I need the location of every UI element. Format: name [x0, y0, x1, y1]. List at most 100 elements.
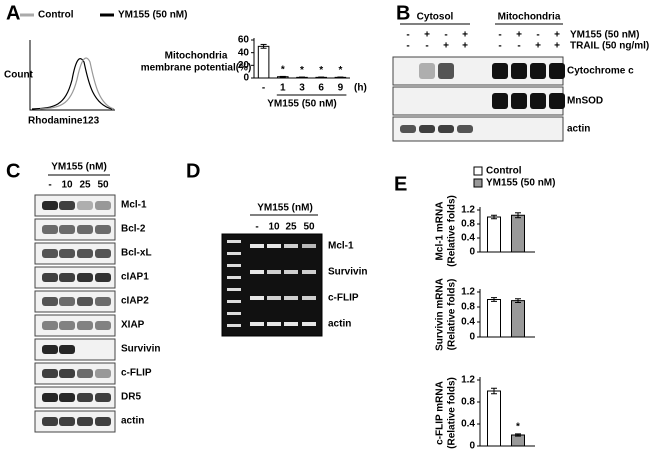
band: [250, 296, 264, 300]
significance: *: [319, 65, 323, 76]
y-label: Mcl-1 mRNA: [435, 202, 446, 261]
ladder-band: [227, 240, 241, 243]
y-tick-label: 0.4: [461, 419, 475, 430]
treatment-label: YM155 (50 nM): [570, 30, 639, 41]
blot-label: actin: [567, 124, 590, 135]
band: [511, 63, 527, 79]
blot-label: Mcl-1: [328, 241, 354, 252]
band: [419, 125, 435, 133]
sign: -: [425, 41, 428, 52]
error-bar: [515, 433, 521, 437]
group-label: Cytosol: [417, 12, 454, 23]
sign: -: [498, 41, 501, 52]
hist-curve: [31, 58, 113, 110]
band: [492, 63, 508, 79]
ladder-band: [227, 276, 241, 279]
band: [284, 322, 298, 326]
panel-letter: B: [396, 2, 410, 24]
band: [77, 225, 93, 234]
band: [95, 201, 111, 210]
legend-label: Control: [486, 166, 522, 177]
band: [59, 321, 75, 330]
band: [77, 417, 93, 426]
band: [95, 369, 111, 378]
band: [267, 322, 281, 326]
error-bar: [260, 43, 267, 49]
band: [42, 273, 58, 282]
panel-letter: C: [6, 160, 20, 182]
band: [284, 244, 298, 248]
lane-label: -: [48, 180, 51, 191]
blot-frame: [392, 116, 564, 142]
y-label: membrane potential(%): [141, 63, 252, 74]
treatment-label: TRAIL (50 ng/ml): [570, 41, 649, 52]
significance: *: [338, 65, 342, 76]
band: [511, 93, 527, 109]
panel-letter: A: [6, 2, 20, 24]
blot-label: Mcl-1: [121, 200, 147, 211]
blot-label: c-FLIP: [328, 293, 359, 304]
band: [42, 393, 58, 402]
band: [284, 296, 298, 300]
sign: -: [406, 41, 409, 52]
band: [250, 322, 264, 326]
legend-label: YM155 (50 nM): [118, 10, 187, 21]
band: [549, 93, 565, 109]
band: [42, 297, 58, 306]
band: [438, 125, 454, 133]
hist-ylabel: Count: [4, 70, 34, 81]
band: [59, 225, 75, 234]
band: [302, 270, 316, 274]
band: [302, 244, 316, 248]
blot-label: Survivin: [121, 344, 160, 355]
bar: [511, 300, 525, 338]
x-tick-label: 6: [318, 83, 324, 94]
error-bar: [491, 297, 497, 302]
sign: +: [462, 41, 468, 52]
lane-label: 50: [97, 180, 109, 191]
lane-label: 50: [303, 222, 315, 233]
y-tick-label: 60: [238, 35, 250, 46]
sign: +: [516, 30, 522, 41]
band: [267, 296, 281, 300]
band: [77, 273, 93, 282]
band: [549, 63, 565, 79]
gel: [221, 233, 323, 337]
blot-label: c-FLIP: [121, 368, 152, 379]
band: [42, 369, 58, 378]
sign: +: [443, 41, 449, 52]
band: [95, 225, 111, 234]
band: [42, 225, 58, 234]
y-label: c-FLIP mRNA: [435, 381, 446, 445]
lane-label: 25: [285, 222, 297, 233]
error-bar: [515, 298, 521, 303]
blot-label: Bcl-2: [121, 224, 146, 235]
hist-curve: [39, 57, 115, 110]
band: [77, 297, 93, 306]
treatment-label: YM155 (nM): [51, 162, 107, 173]
x-unit: (h): [354, 83, 367, 94]
sign: +: [424, 30, 430, 41]
blot-label: cIAP1: [121, 272, 149, 283]
band: [59, 273, 75, 282]
y-label: (Relative folds): [447, 279, 458, 351]
significance: *: [300, 65, 304, 76]
y-label: Mitochondria: [165, 51, 228, 62]
band: [438, 63, 454, 79]
sign: -: [444, 30, 447, 41]
bar: [511, 434, 525, 447]
sign: -: [536, 30, 539, 41]
y-tick-label: 0.8: [461, 219, 475, 230]
x-tick-label: 3: [299, 83, 305, 94]
band: [95, 321, 111, 330]
band: [302, 322, 316, 326]
ladder-band: [227, 288, 241, 291]
panel-letter: D: [186, 160, 200, 182]
hist-axis: [29, 40, 115, 111]
x-tick-label: -: [262, 83, 265, 94]
band: [302, 296, 316, 300]
band: [267, 270, 281, 274]
y-tick-label: 0: [469, 247, 475, 258]
y-tick-label: 0.8: [461, 302, 475, 313]
band: [42, 321, 58, 330]
